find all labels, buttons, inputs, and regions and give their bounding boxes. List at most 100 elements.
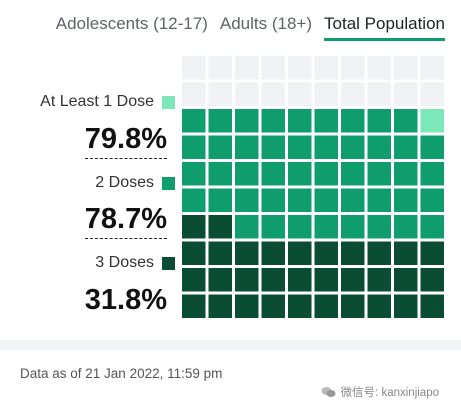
waffle-cell-3-doses (314, 241, 338, 265)
waffle-cell-empty (235, 56, 259, 80)
tab-total-population[interactable]: Total Population (324, 14, 445, 41)
waffle-cell-3-doses (208, 241, 232, 265)
waffle-cell-at-least-1-dose (420, 109, 444, 133)
waffle-cell-3-doses (182, 268, 206, 292)
waffle-cell-empty (182, 56, 206, 80)
waffle-cell-3-doses (208, 294, 232, 318)
waffle-cell-empty (314, 56, 338, 80)
waffle-cell-2-doses (341, 188, 365, 212)
waffle-cell-2-doses (394, 135, 418, 159)
waffle-cell-3-doses (261, 268, 285, 292)
waffle-cell-2-doses (394, 215, 418, 239)
waffle-cell-3-doses (208, 215, 232, 239)
waffle-cell-2-doses (367, 162, 391, 186)
waffle-cell-3-doses (420, 241, 444, 265)
legend-2-doses: 2 Doses (95, 174, 175, 192)
legend-label-2-doses: 2 Doses (95, 174, 154, 191)
wechat-icon (321, 387, 336, 397)
waffle-cell-3-doses (394, 241, 418, 265)
waffle-cell-2-doses (314, 135, 338, 159)
waffle-cell-2-doses (235, 215, 259, 239)
waffle-cell-3-doses (182, 241, 206, 265)
waffle-cell-3-doses (341, 241, 365, 265)
waffle-cell-2-doses (288, 109, 312, 133)
data-date-note: Data as of 21 Jan 2022, 11:59 pm (20, 366, 223, 381)
waffle-cell-2-doses (314, 109, 338, 133)
tab-adolescents[interactable]: Adolescents (12-17) (55, 14, 208, 33)
waffle-cell-2-doses (261, 215, 285, 239)
waffle-cell-2-doses (394, 109, 418, 133)
waffle-cell-2-doses (208, 188, 232, 212)
waffle-cell-2-doses (235, 109, 259, 133)
legend-label-at-least-1-dose: At Least 1 Dose (40, 93, 154, 110)
waffle-cell-2-doses (182, 135, 206, 159)
waffle-cell-3-doses (341, 268, 365, 292)
waffle-cell-3-doses (420, 294, 444, 318)
tab-adults[interactable]: Adults (18+) (219, 14, 313, 33)
waffle-cell-2-doses (182, 109, 206, 133)
waffle-cell-2-doses (420, 188, 444, 212)
waffle-cell-empty (261, 82, 285, 106)
waffle-cell-3-doses (367, 294, 391, 318)
waffle-cell-empty (394, 56, 418, 80)
waffle-cell-3-doses (314, 268, 338, 292)
waffle-cell-3-doses (261, 241, 285, 265)
waffle-cell-2-doses (394, 162, 418, 186)
waffle-cell-2-doses (367, 135, 391, 159)
watermark: 微信号: kanxinjiapo (321, 384, 439, 400)
waffle-cell-empty (367, 56, 391, 80)
waffle-cell-empty (420, 82, 444, 106)
waffle-cell-2-doses (208, 109, 232, 133)
waffle-cell-empty (208, 56, 232, 80)
waffle-cell-3-doses (261, 294, 285, 318)
waffle-cell-2-doses (420, 135, 444, 159)
waffle-cell-3-doses (394, 268, 418, 292)
percent-at-least-1-dose: 79.8% (84, 125, 167, 159)
waffle-cell-empty (261, 56, 285, 80)
waffle-cell-2-doses (341, 109, 365, 133)
legend-swatch-3-doses (162, 256, 175, 270)
waffle-cell-empty (420, 56, 444, 80)
waffle-cell-3-doses (288, 241, 312, 265)
waffle-cell-3-doses (420, 268, 444, 292)
waffle-cell-empty (367, 82, 391, 106)
waffle-cell-3-doses (182, 215, 206, 239)
waffle-cell-2-doses (288, 188, 312, 212)
footer-divider (0, 340, 461, 350)
legend-at-least-1-dose: At Least 1 Dose (40, 93, 175, 111)
waffle-cell-empty (235, 82, 259, 106)
percent-3-doses: 31.8% (84, 284, 167, 316)
waffle-cell-3-doses (235, 241, 259, 265)
waffle-cell-empty (288, 82, 312, 106)
waffle-cell-empty (288, 56, 312, 80)
waffle-cell-2-doses (367, 188, 391, 212)
waffle-cell-2-doses (341, 135, 365, 159)
waffle-chart (182, 56, 444, 318)
watermark-text: 微信号: kanxinjiapo (340, 387, 439, 399)
legend-swatch-2-doses (162, 176, 175, 190)
waffle-cell-2-doses (261, 135, 285, 159)
waffle-cell-empty (341, 82, 365, 106)
waffle-cell-3-doses (235, 294, 259, 318)
waffle-cell-2-doses (420, 162, 444, 186)
waffle-cell-2-doses (261, 188, 285, 212)
waffle-cell-empty (208, 82, 232, 106)
percent-2-doses: 78.7% (84, 205, 167, 239)
waffle-cell-3-doses (314, 294, 338, 318)
waffle-cell-2-doses (394, 188, 418, 212)
waffle-cell-3-doses (288, 294, 312, 318)
population-tabs: Adolescents (12-17) Adults (18+) Total P… (56, 14, 445, 41)
waffle-cell-2-doses (235, 188, 259, 212)
waffle-cell-empty (314, 82, 338, 106)
waffle-cell-2-doses (288, 162, 312, 186)
waffle-cell-empty (341, 56, 365, 80)
waffle-cell-3-doses (341, 294, 365, 318)
waffle-cell-2-doses (314, 162, 338, 186)
legend-swatch-at-least-1-dose (162, 95, 175, 109)
waffle-cell-2-doses (341, 162, 365, 186)
waffle-cell-2-doses (288, 215, 312, 239)
waffle-cell-2-doses (208, 135, 232, 159)
legend-3-doses: 3 Doses (95, 254, 175, 272)
waffle-cell-2-doses (182, 162, 206, 186)
waffle-cell-2-doses (182, 188, 206, 212)
